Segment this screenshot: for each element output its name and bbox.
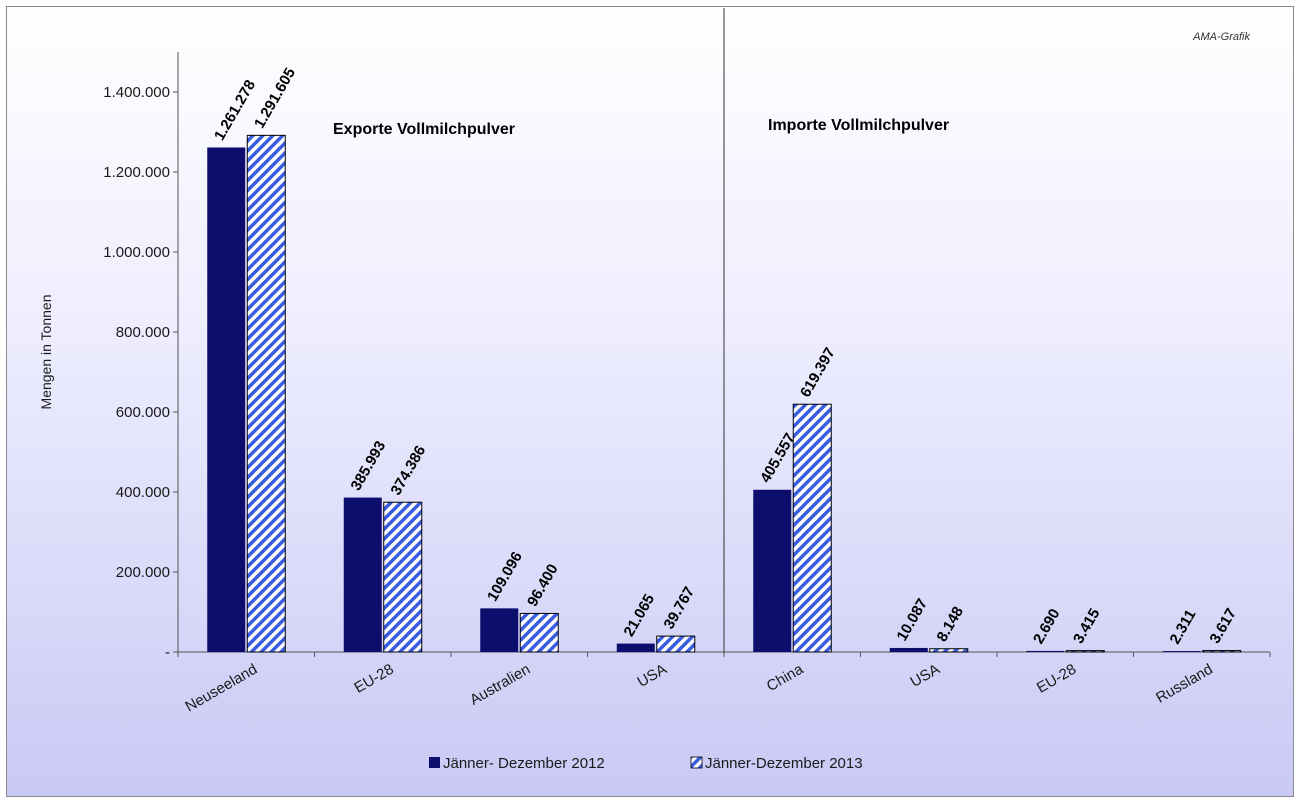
y-tick-label: - (165, 644, 170, 661)
x-category-label: EU-28 (1034, 661, 1079, 697)
data-label-2013: 39.767 (660, 584, 698, 632)
bar-2012 (207, 147, 246, 652)
data-label-2013: 3.617 (1206, 606, 1239, 647)
x-category-label: USA (908, 661, 943, 691)
legend-label-2013: Jänner-Dezember 2013 (705, 755, 863, 772)
bar-2013 (1202, 650, 1242, 653)
data-label-2012: 2.311 (1166, 607, 1199, 647)
data-label-2012: 385.993 (347, 438, 389, 493)
x-category-label: China (764, 660, 807, 695)
data-label-2012: 10.087 (893, 596, 931, 644)
y-axis-label: Mengen in Tonnen (38, 295, 54, 410)
data-label-2013: 3.415 (1070, 606, 1103, 647)
x-category-label: EU-28 (351, 661, 396, 697)
legend-swatch-2013 (690, 756, 703, 769)
data-label-2012: 109.096 (484, 549, 526, 604)
data-label-2012: 1.261.278 (211, 77, 259, 143)
data-label-2012: 2.690 (1030, 606, 1063, 647)
x-category-label: USA (635, 661, 670, 691)
x-category-label: Russland (1153, 661, 1216, 707)
y-tick-label: 600.000 (116, 404, 170, 421)
x-category-label: Neuseeland (182, 661, 260, 716)
bar-2013 (929, 648, 969, 653)
legend: Jänner- Dezember 2012 Jänner-Dezember 20… (429, 755, 863, 772)
bar-2013 (1065, 650, 1105, 653)
y-tick-label: 1.000.000 (103, 244, 170, 261)
bar-2013 (656, 635, 696, 653)
data-label-2013: 1.291.605 (251, 65, 299, 131)
data-label-2012: 405.557 (757, 430, 799, 485)
y-tick-label: 1.200.000 (103, 164, 170, 181)
bar-2013 (246, 134, 286, 653)
bar-2012 (1162, 651, 1201, 652)
x-category-label: Australien (467, 661, 533, 709)
bar-2013 (792, 403, 832, 653)
y-tick-label: 400.000 (116, 484, 170, 501)
legend-swatch-2012 (429, 757, 440, 768)
data-label-2013: 96.400 (524, 561, 562, 609)
bar-2012 (343, 497, 382, 652)
bar-2012 (889, 647, 928, 652)
y-tick-label: 800.000 (116, 324, 170, 341)
credit-text: AMA-Grafik (1192, 31, 1250, 43)
bar-2013 (519, 612, 559, 653)
data-label-2012: 21.065 (620, 591, 658, 639)
section-title-exports: Exporte Vollmilchpulver (333, 121, 515, 138)
bar-2012 (616, 643, 655, 652)
y-tick-label: 1.400.000 (103, 84, 170, 101)
bar-2012 (1026, 650, 1065, 652)
data-label-2013: 8.148 (933, 604, 966, 645)
bar-2012 (480, 608, 519, 652)
legend-label-2012: Jänner- Dezember 2012 (443, 755, 605, 772)
data-label-2013: 619.397 (797, 345, 839, 400)
data-label-2013: 374.386 (387, 443, 429, 498)
section-title-imports: Importe Vollmilchpulver (768, 117, 949, 134)
bar-2012 (753, 489, 792, 652)
y-tick-label: 200.000 (116, 564, 170, 581)
bar-2013 (383, 501, 423, 653)
